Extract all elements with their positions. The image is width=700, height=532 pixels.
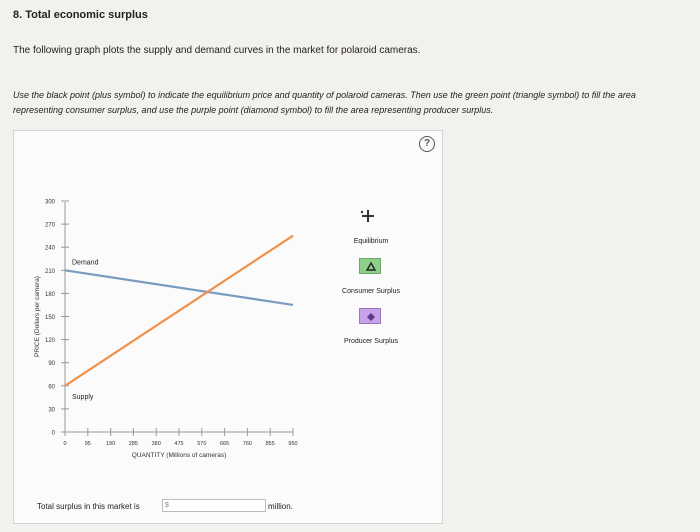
diamond-icon: [367, 313, 375, 321]
y-axis-title: PRICE (Dollars per camera): [34, 276, 41, 357]
y-tick-label: 210: [45, 269, 56, 275]
y-tick-label: 0: [52, 431, 56, 437]
question-intro: The following graph plots the supply and…: [13, 45, 421, 56]
consumer-surplus-label: Consumer Surplus: [342, 288, 400, 295]
y-tick-label: 180: [45, 292, 56, 298]
y-tick-label: 30: [48, 407, 55, 413]
plus-icon: [360, 210, 374, 222]
supply-curve: [64, 234, 294, 387]
x-tick-label: 950: [288, 441, 297, 447]
y-tick-label: 300: [45, 200, 56, 206]
supply-label: Supply: [72, 394, 94, 401]
x-axis-title: QUANTITY (Millions of cameras): [132, 452, 227, 459]
graph-panel: [13, 130, 443, 524]
producer-surplus-tool[interactable]: [359, 308, 381, 324]
question-instructions: Use the black point (plus symbol) to ind…: [13, 90, 636, 115]
supply-demand-graph[interactable]: 0 30 60 90 120 150 180 210 240 270 300 0 95 190 285 380…: [13, 130, 441, 522]
equilibrium-label: Equilibrium: [353, 238, 389, 245]
triangle-icon: [365, 261, 377, 271]
x-tick-label: 380: [152, 441, 161, 447]
demand-curve: [64, 269, 294, 307]
demand-label: Demand: [72, 259, 99, 266]
x-tick-label: 760: [243, 441, 252, 447]
question-icon[interactable]: ?: [419, 136, 435, 152]
question-heading: 8. Total economic surplus: [13, 9, 148, 21]
x-tick-label: 475: [174, 441, 183, 447]
y-tick-label: 60: [48, 384, 55, 390]
x-tick-label: 95: [85, 441, 91, 447]
unit-label: million.: [268, 502, 293, 511]
consumer-surplus-tool[interactable]: [359, 258, 381, 274]
x-tick-label: 570: [197, 441, 206, 447]
x-tick-label: 285: [129, 441, 138, 447]
x-tick-label: 665: [220, 441, 229, 447]
y-tick-label: 240: [45, 246, 56, 252]
total-surplus-label: Total surplus in this market is: [37, 502, 140, 511]
y-tick-label: 120: [45, 338, 56, 344]
y-tick-label: 270: [45, 223, 56, 229]
producer-surplus-label: Producer Surplus: [343, 338, 399, 345]
x-tick-label: 0: [63, 441, 66, 447]
equilibrium-point-tool[interactable]: [360, 208, 376, 224]
x-tick-label: 855: [266, 441, 275, 447]
y-tick-label: 150: [45, 315, 56, 321]
total-surplus-input[interactable]: $: [162, 499, 266, 512]
dollar-prefix: $: [165, 502, 169, 509]
x-tick-label: 190: [106, 441, 115, 447]
y-tick-label: 90: [48, 361, 55, 367]
